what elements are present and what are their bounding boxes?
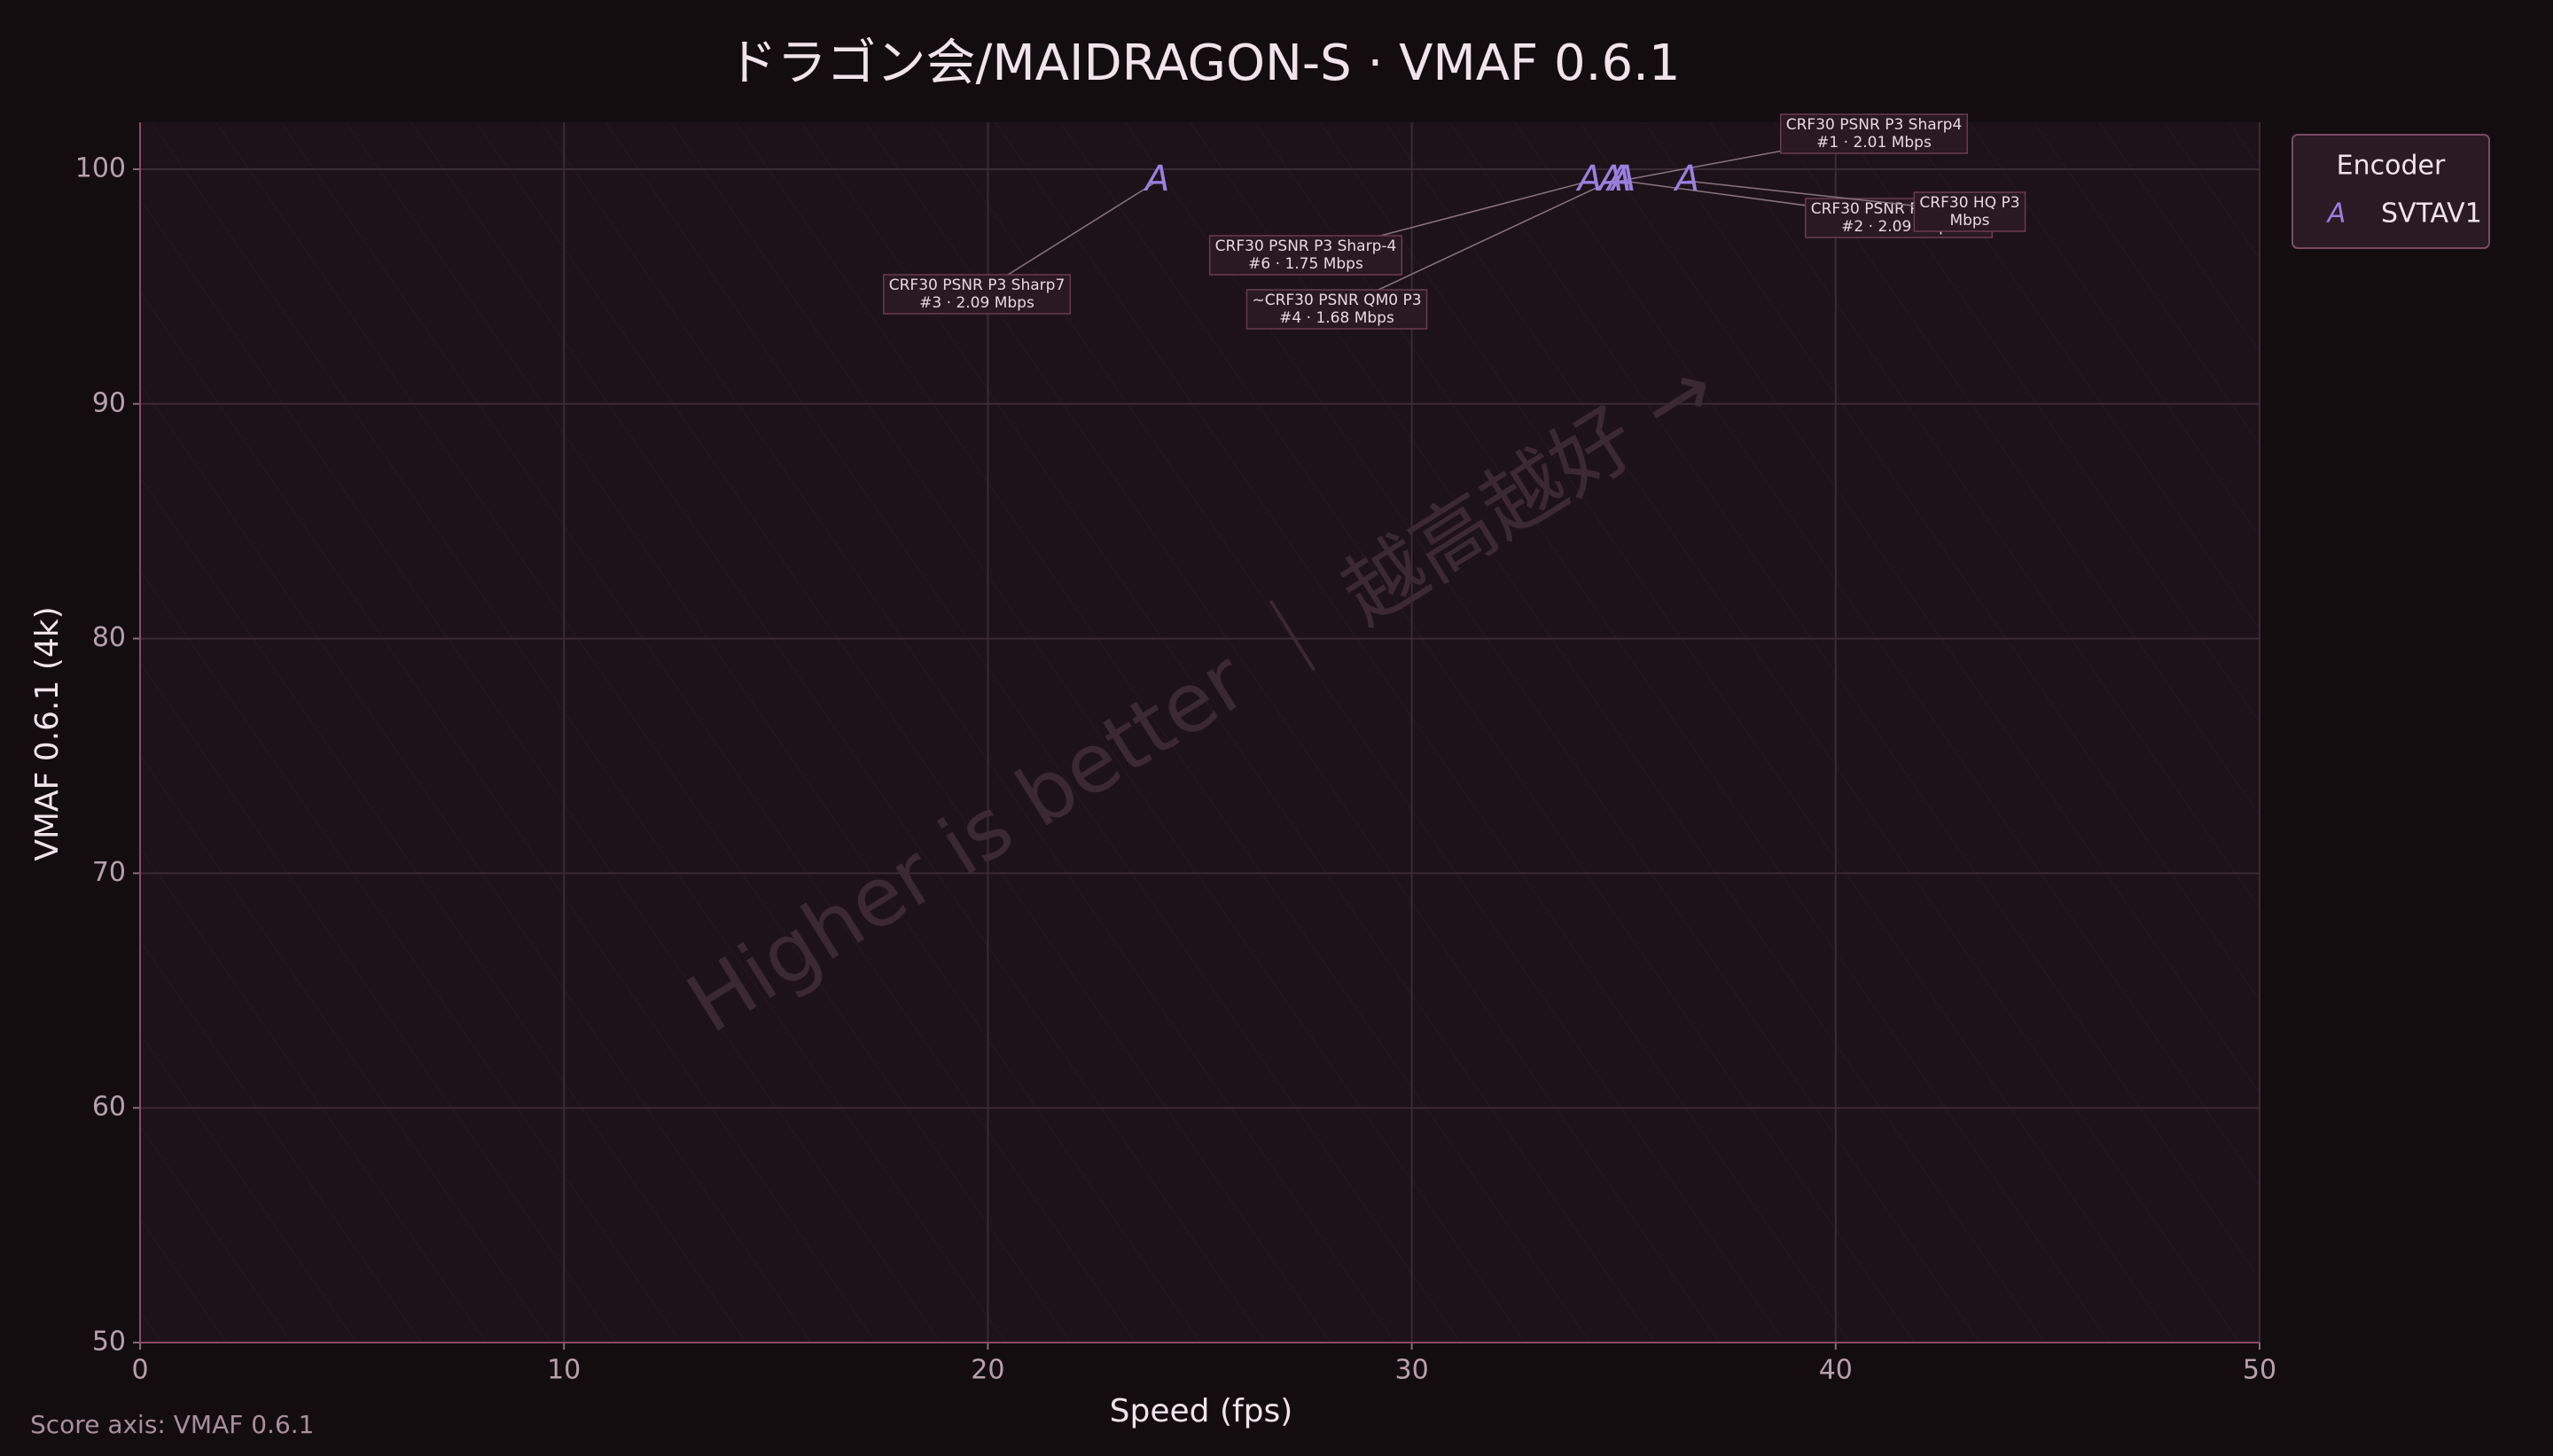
annotation-text: #1 · 2.01 Mbps bbox=[1816, 134, 1932, 152]
y-axis-label: VMAF 0.6.1 (4k) bbox=[29, 606, 66, 860]
legend-marker: A bbox=[2326, 199, 2346, 230]
y-tick-label: 60 bbox=[92, 1092, 126, 1123]
legend-box bbox=[2291, 134, 2490, 249]
chart-title: ドラゴン会/MAIDRAGON-S · VMAF 0.6.1 bbox=[727, 35, 1680, 92]
x-tick-label: 0 bbox=[131, 1355, 148, 1386]
annotation: CRF30 PSNR P3 Sharp-4#6 · 1.75 Mbps bbox=[1208, 235, 1403, 276]
annotation-text: #4 · 1.68 Mbps bbox=[1279, 309, 1394, 327]
annotation-text: #6 · 1.75 Mbps bbox=[1248, 255, 1363, 273]
legend-title: Encoder bbox=[2337, 151, 2446, 182]
y-tick-label: 100 bbox=[75, 152, 126, 183]
annotation: CRF30 PSNR P3 Sharp7#3 · 2.09 Mbps bbox=[882, 274, 1072, 315]
x-tick-label: 40 bbox=[1819, 1355, 1853, 1386]
annotation-text: Mbps bbox=[1949, 212, 1989, 230]
y-tick-label: 50 bbox=[92, 1327, 126, 1358]
x-axis-label: Speed (fps) bbox=[1110, 1393, 1293, 1429]
x-tick-label: 10 bbox=[547, 1355, 581, 1386]
annotation-box bbox=[1913, 191, 2026, 232]
x-tick-label: 30 bbox=[1395, 1355, 1429, 1386]
point-marker: A bbox=[1143, 159, 1169, 199]
annotation-text: #3 · 2.09 Mbps bbox=[919, 294, 1034, 312]
annotation-text: CRF30 HQ P3 bbox=[1919, 194, 2019, 212]
point-marker: A bbox=[1609, 159, 1636, 199]
annotation: CRF30 PSNR P3 Sharp4#1 · 2.01 Mbps bbox=[1779, 113, 1969, 154]
x-tick-label: 20 bbox=[971, 1355, 1004, 1386]
y-tick-label: 70 bbox=[92, 857, 126, 888]
annotation-text: CRF30 PSNR P3 Sharp7 bbox=[889, 276, 1066, 294]
x-tick-label: 50 bbox=[2243, 1355, 2276, 1386]
annotation-text: ~CRF30 PSNR QM0 P3 bbox=[1252, 292, 1421, 309]
annotation-box bbox=[1779, 113, 1969, 154]
annotation-leader bbox=[1336, 180, 1612, 310]
point-marker: A bbox=[1604, 159, 1631, 199]
point-marker: A bbox=[1575, 159, 1602, 199]
footnote: Score axis: VMAF 0.6.1 bbox=[30, 1410, 314, 1439]
y-tick-label: 80 bbox=[92, 622, 126, 653]
plot-hatch bbox=[140, 122, 2260, 1343]
point-marker: A bbox=[1673, 159, 1699, 199]
legend: Encoder A SVTAV1 bbox=[2291, 134, 2490, 249]
annotation-text: CRF30 PSNR P3 Sharp-4 bbox=[1215, 237, 1397, 255]
annotation: ~CRF30 PSNR QM0 P3#4 · 1.68 Mbps bbox=[1245, 289, 1428, 330]
annotation-box bbox=[882, 274, 1072, 315]
annotation-text: CRF30 PSNR P3 Sharp4 bbox=[1786, 116, 1963, 134]
annotation-box bbox=[1245, 289, 1428, 330]
y-tick-label: 90 bbox=[92, 387, 126, 418]
annotation-box bbox=[1208, 235, 1403, 276]
point-marker: A bbox=[1597, 159, 1623, 199]
legend-label: SVTAV1 bbox=[2381, 199, 2482, 230]
